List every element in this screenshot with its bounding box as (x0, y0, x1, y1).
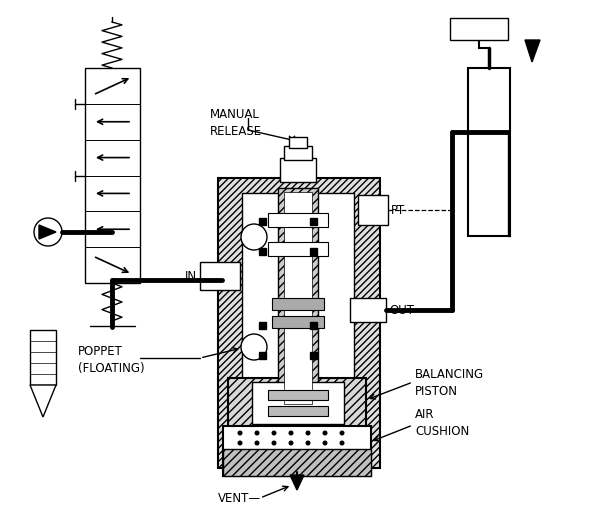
Circle shape (272, 431, 276, 435)
Text: BALANCING
PISTON: BALANCING PISTON (415, 368, 484, 398)
Bar (310, 322, 317, 329)
Circle shape (34, 218, 62, 246)
Bar (223, 449, 371, 476)
Circle shape (272, 441, 276, 445)
Circle shape (323, 431, 327, 435)
Bar (242, 193, 354, 463)
Bar (223, 426, 371, 476)
Bar (310, 352, 317, 359)
Bar (272, 298, 324, 310)
Text: VENT—: VENT— (218, 492, 261, 505)
Bar (284, 146, 312, 160)
Bar (284, 192, 312, 404)
Bar (468, 68, 510, 236)
Text: IN: IN (185, 269, 197, 282)
Bar (268, 390, 328, 400)
Bar (259, 352, 266, 359)
Text: POPPET
(FLOATING): POPPET (FLOATING) (78, 345, 145, 375)
Circle shape (340, 441, 344, 445)
Circle shape (255, 441, 259, 445)
Polygon shape (30, 385, 56, 417)
Polygon shape (525, 40, 540, 62)
Bar (218, 178, 380, 468)
Bar (268, 406, 328, 416)
Bar (278, 188, 318, 408)
Circle shape (241, 334, 267, 360)
Bar (358, 195, 388, 225)
Bar (310, 218, 317, 225)
Polygon shape (290, 475, 304, 490)
Bar (350, 298, 386, 322)
Text: PT: PT (391, 203, 405, 216)
Circle shape (238, 431, 242, 435)
Bar (30, 330, 56, 385)
Bar (85, 68, 140, 283)
Text: LOAD: LOAD (462, 23, 496, 35)
Circle shape (306, 441, 310, 445)
Circle shape (255, 431, 259, 435)
Bar (259, 248, 266, 255)
Circle shape (238, 441, 242, 445)
Text: OUT: OUT (389, 304, 414, 316)
Bar (450, 18, 508, 40)
Bar (200, 262, 240, 290)
Polygon shape (39, 225, 56, 239)
Bar (259, 322, 266, 329)
Circle shape (323, 441, 327, 445)
Bar (228, 378, 366, 428)
Circle shape (289, 441, 293, 445)
Circle shape (340, 431, 344, 435)
Bar (272, 316, 324, 328)
Bar (252, 382, 344, 424)
Bar (289, 137, 307, 148)
Circle shape (289, 431, 293, 435)
Circle shape (306, 431, 310, 435)
Bar (268, 213, 328, 227)
Bar (310, 248, 317, 255)
Bar (268, 242, 328, 256)
Circle shape (241, 224, 267, 250)
Text: AIR
CUSHION: AIR CUSHION (415, 408, 469, 438)
Bar (280, 158, 316, 182)
Bar (259, 218, 266, 225)
Text: MANUAL
RELEASE: MANUAL RELEASE (210, 108, 262, 138)
